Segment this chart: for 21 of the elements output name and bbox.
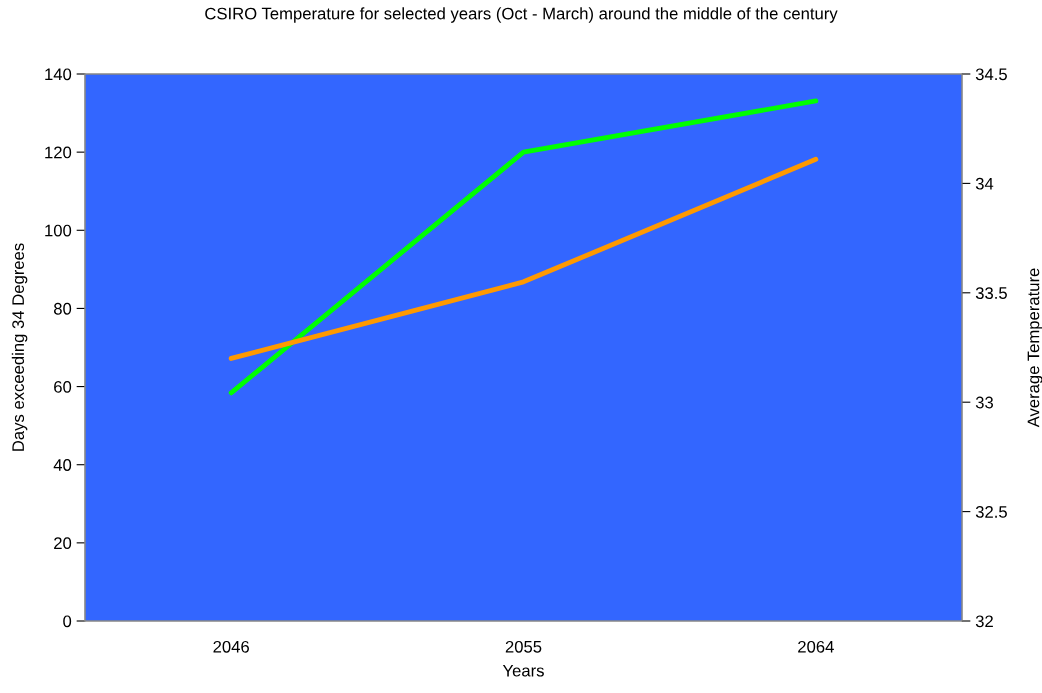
y2-tick-label: 32 <box>975 615 993 628</box>
y2-tick-label: 34.5 <box>975 68 1007 81</box>
y2-tick-label: 33.5 <box>975 287 1007 299</box>
x-tick-label: 2046 <box>213 640 249 653</box>
x-axis-title: Years <box>502 664 544 677</box>
x-tick-label: 2064 <box>798 640 834 653</box>
y-tick-label: 100 <box>45 224 72 237</box>
y2-tick-label: 33 <box>975 396 993 409</box>
y-tick-label: 0 <box>63 615 72 628</box>
y-tick-label: 140 <box>45 68 72 81</box>
y-tick-label: 60 <box>54 380 72 393</box>
x-tick-label: 2055 <box>505 640 542 653</box>
y2-tick-label: 34 <box>975 177 994 190</box>
y-tick-label: 20 <box>54 537 72 550</box>
y-tick-label: 120 <box>45 146 72 159</box>
y-axis-title: Days exceeding 34 Degrees <box>11 243 28 451</box>
y-tick-label: 80 <box>53 302 72 315</box>
y2-tick-label: 32.5 <box>975 506 1007 518</box>
y-tick-label: 40 <box>53 459 72 471</box>
chart-title: CSIRO Temperature for selected years (Oct - March) around the middle of the century <box>205 7 838 23</box>
y2-axis-title: Average Temperature <box>1027 268 1042 428</box>
